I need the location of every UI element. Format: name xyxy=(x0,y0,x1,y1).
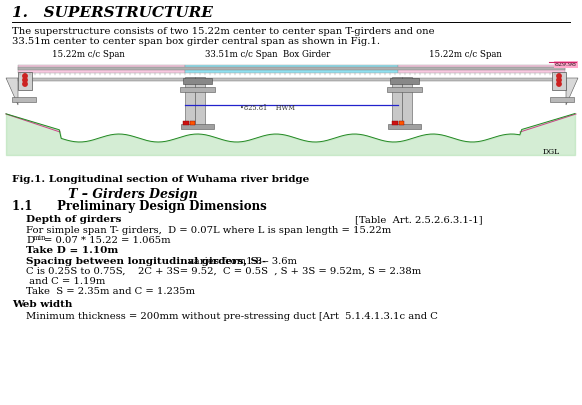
Bar xyxy=(399,121,404,125)
Circle shape xyxy=(557,78,561,82)
Polygon shape xyxy=(566,78,578,105)
Text: DGL: DGL xyxy=(543,148,560,156)
Bar xyxy=(18,67,565,70)
Bar xyxy=(185,65,398,73)
Bar xyxy=(392,77,402,127)
Bar xyxy=(18,72,32,90)
Bar xyxy=(195,77,205,127)
Circle shape xyxy=(557,74,561,78)
Text: 33.51m c/c Span  Box Girder: 33.51m c/c Span Box Girder xyxy=(205,50,331,59)
Text: Spacing between longitudinal girders, S:-: Spacing between longitudinal girders, S:… xyxy=(26,257,266,266)
Text: [Table  Art. 2.5.2.6.3.1-1]: [Table Art. 2.5.2.6.3.1-1] xyxy=(355,215,482,224)
Bar xyxy=(552,72,566,90)
Circle shape xyxy=(23,82,27,86)
Text: 15.22m c/c Span: 15.22m c/c Span xyxy=(428,50,501,59)
Text: and C = 1.19m: and C = 1.19m xyxy=(26,277,105,286)
Text: min: min xyxy=(33,234,46,241)
Bar xyxy=(180,87,215,92)
Text: = 0.07 * 15.22 = 1.065m: = 0.07 * 15.22 = 1.065m xyxy=(44,236,171,245)
Text: varies from1.8 - 3.6m: varies from1.8 - 3.6m xyxy=(185,257,297,266)
Bar xyxy=(402,77,412,127)
Bar xyxy=(398,65,565,73)
Bar xyxy=(392,121,398,125)
Bar xyxy=(18,78,565,81)
Text: 829.98: 829.98 xyxy=(555,62,577,67)
Text: D: D xyxy=(26,236,34,245)
Bar xyxy=(18,65,185,73)
Text: Web width: Web width xyxy=(12,300,72,309)
Text: 1.1      Preliminary Design Dimensions: 1.1 Preliminary Design Dimensions xyxy=(12,200,267,213)
Text: 33.51m center to center span box girder central span as shown in Fig.1.: 33.51m center to center span box girder … xyxy=(12,37,380,46)
Circle shape xyxy=(557,82,561,86)
Circle shape xyxy=(23,78,27,82)
Bar xyxy=(185,77,195,127)
Text: 15.22m c/c Span: 15.22m c/c Span xyxy=(52,50,125,59)
Bar xyxy=(190,121,195,125)
Text: The superstructure consists of two 15.22m center to center span T-girders and on: The superstructure consists of two 15.22… xyxy=(12,27,435,36)
Circle shape xyxy=(23,74,27,78)
Bar xyxy=(390,78,419,84)
Polygon shape xyxy=(6,78,18,105)
Text: For simple span T- girders,  D = 0.07L where L is span length = 15.22m: For simple span T- girders, D = 0.07L wh… xyxy=(26,226,391,235)
Bar xyxy=(387,87,422,92)
Text: Minimum thickness = 200mm without pre-stressing duct [Art  5.1.4.1.3.1c and C: Minimum thickness = 200mm without pre-st… xyxy=(26,312,438,321)
Text: Depth of girders: Depth of girders xyxy=(26,215,122,224)
Text: C is 0.25S to 0.75S,    2C + 3S= 9.52,  C = 0.5S  , S + 3S = 9.52m, S = 2.38m: C is 0.25S to 0.75S, 2C + 3S= 9.52, C = … xyxy=(26,267,421,276)
Text: •825.81    HWM: •825.81 HWM xyxy=(240,104,295,112)
Text: Fig.1. Longitudinal section of Wuhama river bridge: Fig.1. Longitudinal section of Wuhama ri… xyxy=(12,175,309,184)
Bar xyxy=(12,97,36,102)
Text: 1.   SUPERSTRUCTURE: 1. SUPERSTRUCTURE xyxy=(12,6,213,20)
Bar xyxy=(550,97,574,102)
Bar xyxy=(181,124,214,129)
Text: Take D = 1.10m: Take D = 1.10m xyxy=(26,246,118,255)
Text: T – Girders Design: T – Girders Design xyxy=(55,188,198,201)
Bar xyxy=(183,121,189,125)
Bar xyxy=(183,78,212,84)
Bar xyxy=(388,124,421,129)
Text: Take  S = 2.35m and C = 1.235m: Take S = 2.35m and C = 1.235m xyxy=(26,287,195,296)
